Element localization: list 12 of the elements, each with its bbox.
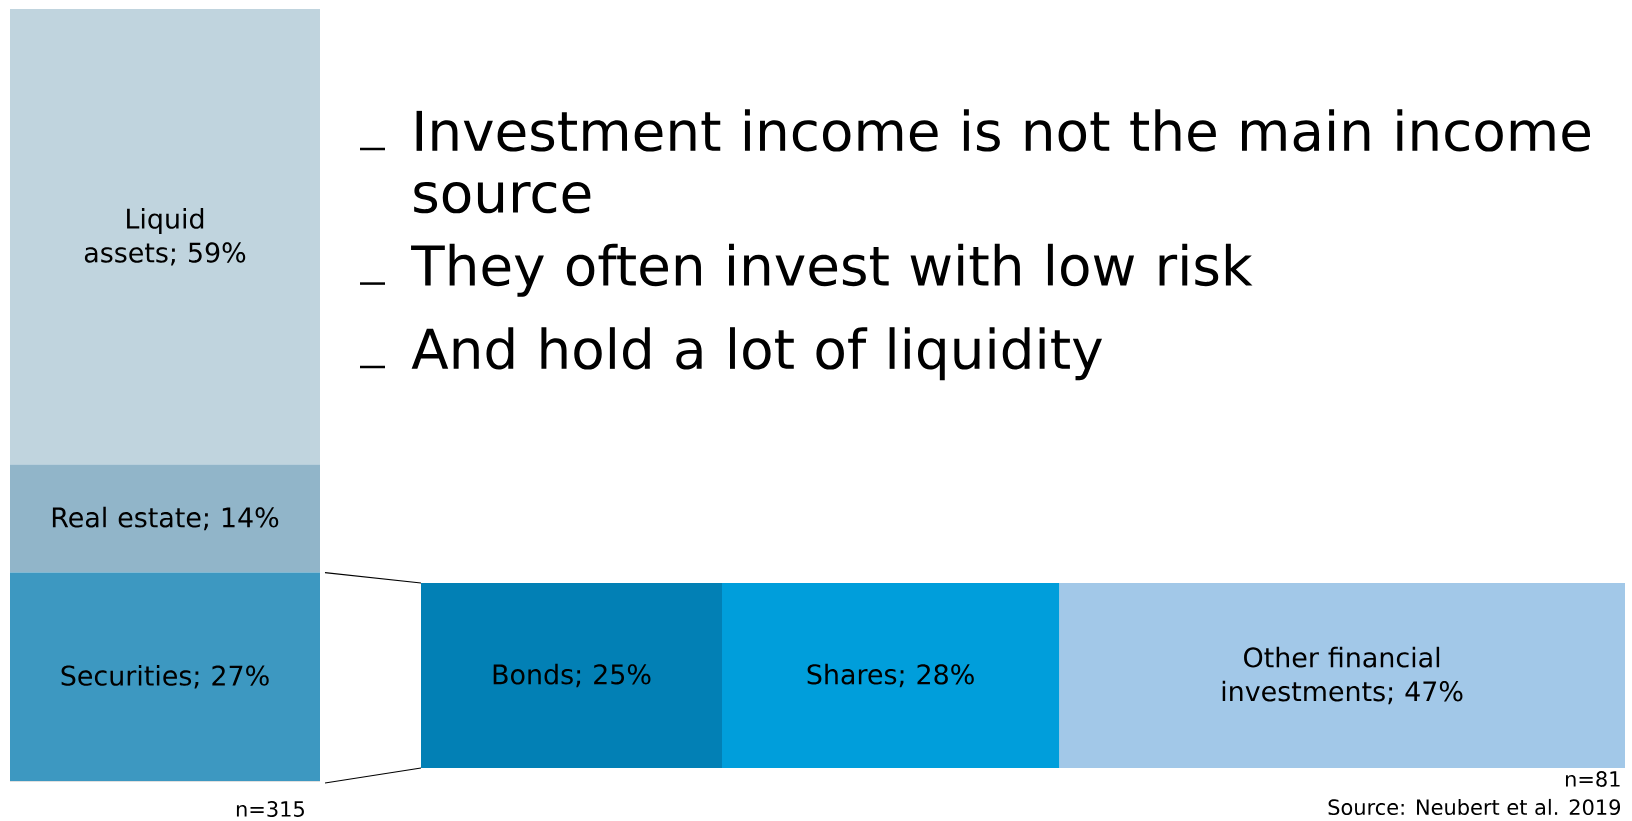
- source-note: Source: Neubert et al. 2019: [1328, 798, 1621, 816]
- data-label: Securities; 27%: [61, 665, 269, 689]
- data-label: Shares; 28%: [807, 663, 974, 688]
- data-label: Real estate; 14%: [52, 506, 279, 531]
- text: n=315: [236, 801, 304, 817]
- text: Investment income is not the main income source: [414, 109, 1590, 214]
- text: And hold a lot of liquidity: [411, 327, 1102, 381]
- text: They often invest with low risk: [411, 243, 1253, 297]
- data-label: Other financial investments; 47%: [1222, 646, 1463, 705]
- data-label: Bonds; 25%: [493, 663, 651, 688]
- text: n=81: [1566, 771, 1620, 787]
- data-label: Liquid assets; 59%: [84, 208, 246, 266]
